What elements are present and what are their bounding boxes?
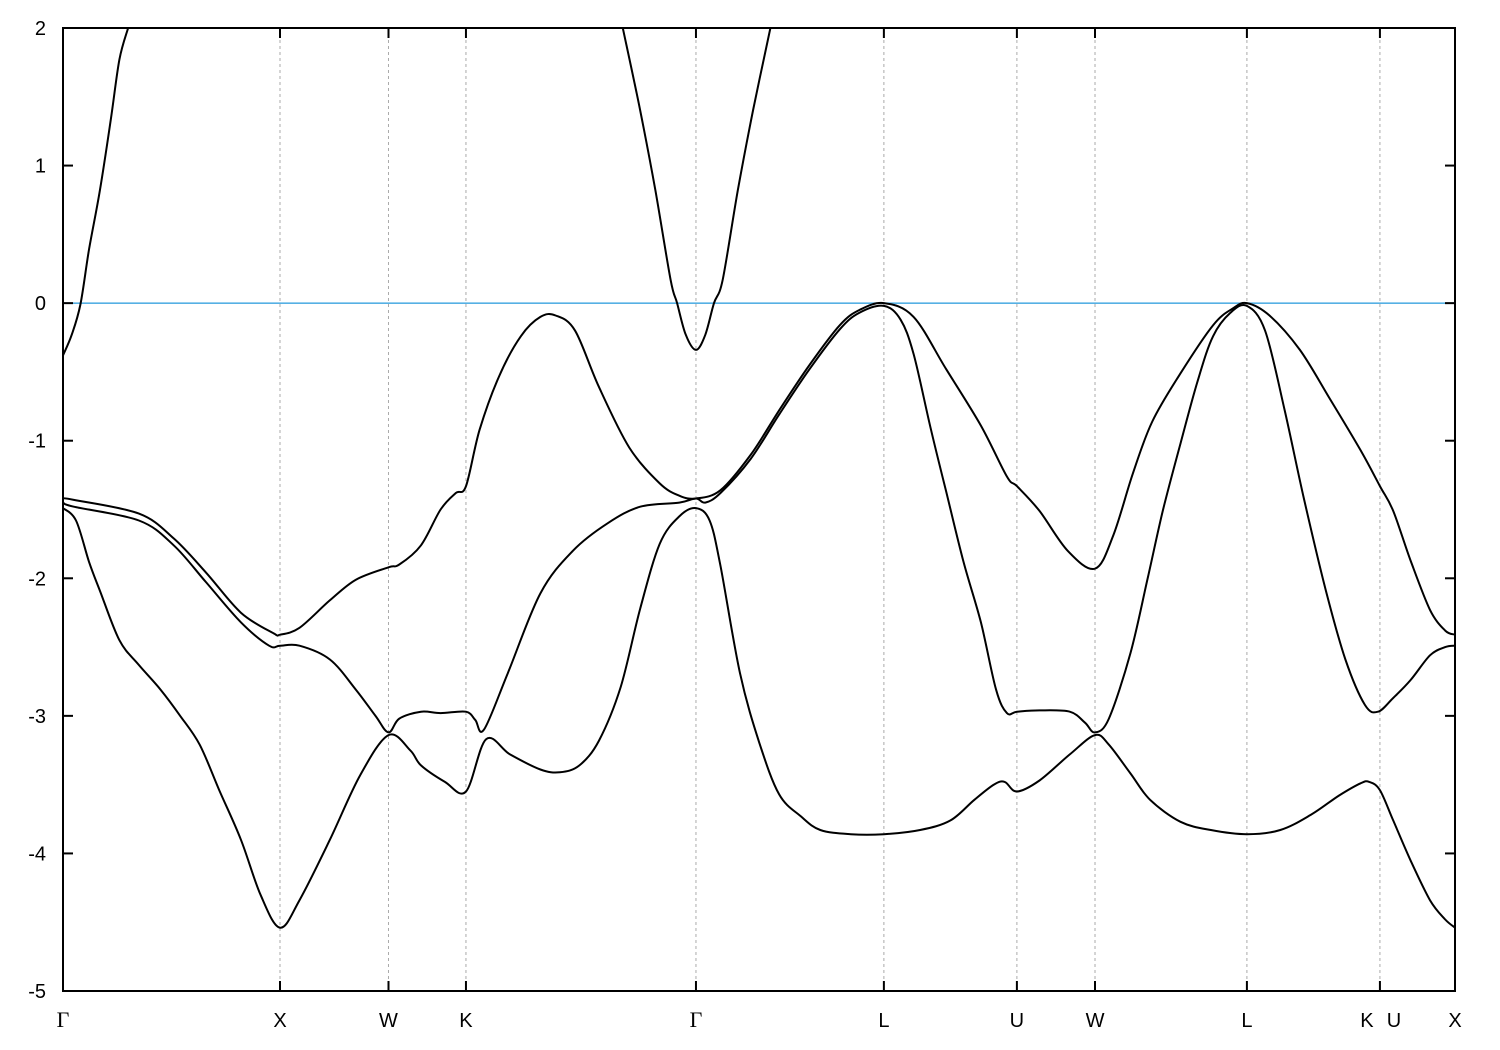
band-line <box>63 28 130 356</box>
y-tick-label: 2 <box>35 18 46 40</box>
x-tick-label: W <box>1086 1010 1105 1032</box>
bands <box>63 28 1455 929</box>
x-tick-label: K <box>459 1010 473 1032</box>
band-line <box>63 507 1455 929</box>
y-tick-label: 1 <box>35 156 46 178</box>
x-tick-label: X <box>1448 1010 1461 1032</box>
axis-ticks <box>63 28 1455 991</box>
grid-lines <box>279 28 1381 991</box>
x-tick-label: L <box>1241 1010 1252 1032</box>
band-line <box>63 301 1455 637</box>
band-line <box>63 303 1455 734</box>
y-tick-label: 0 <box>35 293 46 315</box>
x-tick-label: L <box>878 1010 889 1032</box>
x-tick-label: W <box>379 1010 398 1032</box>
y-tick-label: -4 <box>28 843 46 865</box>
x-tick-label: U <box>1387 1010 1401 1032</box>
x-tick-label: Γ <box>690 1007 703 1032</box>
y-tick-label: -5 <box>28 981 46 1003</box>
x-tick-label: Γ <box>57 1007 70 1032</box>
x-tick-label: K <box>1360 1010 1374 1032</box>
y-tick-label: -2 <box>28 568 46 590</box>
y-tick-label: -3 <box>28 706 46 728</box>
x-tick-label: X <box>273 1010 286 1032</box>
y-tick-labels: -5 -4 -3 -2 -1 0 1 2 <box>28 18 46 1003</box>
x-tick-label: U <box>1010 1010 1024 1032</box>
y-tick-label: -1 <box>28 431 46 453</box>
band-line <box>621 28 772 351</box>
plot-frame <box>62 27 1456 992</box>
